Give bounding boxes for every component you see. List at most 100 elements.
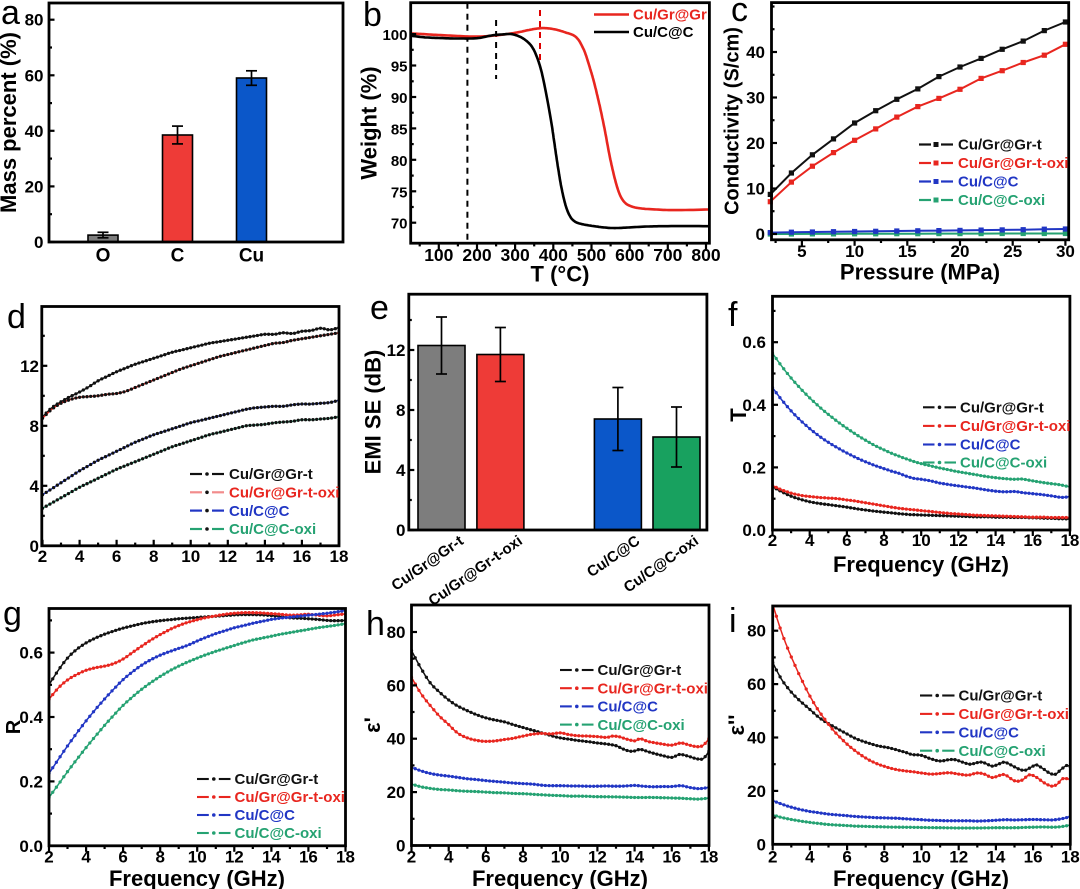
svg-text:Cu/Gr@Gr-t: Cu/Gr@Gr-t (959, 688, 1043, 705)
svg-text:ε'': ε'' (724, 715, 749, 736)
svg-text:Conductivity (S/cm): Conductivity (S/cm) (722, 27, 744, 215)
svg-text:6: 6 (118, 848, 127, 867)
svg-text:12: 12 (588, 848, 607, 867)
svg-text:500: 500 (577, 245, 606, 265)
svg-text:6: 6 (842, 531, 851, 550)
svg-text:0: 0 (396, 837, 405, 856)
svg-text:14: 14 (262, 848, 281, 867)
svg-text:10: 10 (912, 531, 931, 550)
svg-text:Cu/Gr@Gr-t-oxi: Cu/Gr@Gr-t-oxi (960, 418, 1070, 435)
svg-text:Cu/Gr@Gr-t: Cu/Gr@Gr-t (958, 137, 1042, 154)
svg-text:80: 80 (25, 11, 44, 30)
svg-text:Cu/C@C-oxi: Cu/C@C-oxi (960, 455, 1047, 472)
svg-text:Frequency (GHz): Frequency (GHz) (833, 866, 1009, 889)
svg-text:EMI SE (dB): EMI SE (dB) (361, 350, 386, 475)
svg-text:8: 8 (518, 848, 527, 867)
svg-text:40: 40 (747, 729, 766, 748)
svg-text:8: 8 (149, 547, 158, 566)
svg-text:40: 40 (25, 122, 44, 141)
svg-text:400: 400 (539, 245, 568, 265)
svg-text:Cu/C@C: Cu/C@C (598, 699, 659, 716)
svg-text:85: 85 (391, 121, 408, 138)
svg-text:75: 75 (391, 184, 408, 201)
svg-text:80: 80 (387, 623, 406, 642)
svg-text:14: 14 (625, 848, 644, 867)
svg-text:10: 10 (181, 547, 200, 566)
svg-text:Cu/C@C-oxi: Cu/C@C-oxi (229, 521, 316, 538)
svg-text:Cu/Gr@Gr-t: Cu/Gr@Gr-t (960, 400, 1044, 417)
svg-text:0: 0 (34, 233, 43, 252)
svg-text:8: 8 (879, 531, 888, 550)
svg-text:Cu/Gr@Gr-t-oxi: Cu/Gr@Gr-t-oxi (959, 706, 1069, 723)
svg-text:Cu: Cu (239, 246, 264, 267)
svg-text:Frequency (GHz): Frequency (GHz) (833, 552, 1009, 577)
svg-text:10: 10 (551, 848, 570, 867)
svg-text:16: 16 (662, 848, 681, 867)
svg-text:20: 20 (25, 177, 44, 196)
svg-text:Cu/C@C: Cu/C@C (959, 725, 1020, 742)
svg-text:Cu/C@C: Cu/C@C (235, 807, 296, 824)
svg-text:800: 800 (691, 245, 720, 265)
svg-text:Mass percent (%): Mass percent (%) (0, 32, 21, 213)
svg-text:2: 2 (768, 848, 777, 867)
svg-text:C: C (171, 246, 185, 267)
svg-text:18: 18 (330, 547, 349, 566)
svg-text:80: 80 (391, 153, 408, 170)
svg-text:4: 4 (81, 848, 91, 867)
svg-text:0: 0 (30, 537, 39, 556)
svg-text:14: 14 (986, 848, 1005, 867)
svg-text:T (°C): T (°C) (531, 262, 590, 287)
svg-text:70: 70 (391, 216, 408, 233)
svg-text:0: 0 (756, 225, 765, 244)
svg-text:4: 4 (444, 848, 454, 867)
svg-text:Cu/Gr@Gr-t: Cu/Gr@Gr-t (235, 771, 319, 788)
svg-text:2: 2 (768, 531, 777, 550)
svg-text:15: 15 (898, 242, 917, 261)
svg-text:8: 8 (396, 401, 405, 420)
svg-text:16: 16 (292, 547, 311, 566)
svg-text:12: 12 (949, 848, 968, 867)
svg-text:0.4: 0.4 (742, 396, 766, 415)
svg-text:6: 6 (112, 547, 121, 566)
svg-text:c: c (731, 0, 748, 29)
svg-text:Cu/Gr@Gr-t-oxi: Cu/Gr@Gr-t-oxi (235, 789, 345, 806)
svg-text:Cu/Gr@Gr-t-oxi: Cu/Gr@Gr-t-oxi (958, 155, 1068, 172)
svg-text:12: 12 (949, 531, 968, 550)
svg-text:O: O (96, 246, 111, 267)
svg-text:100: 100 (424, 245, 453, 265)
svg-text:4: 4 (30, 477, 40, 496)
svg-text:16: 16 (1023, 531, 1042, 550)
svg-text:20: 20 (951, 242, 970, 261)
svg-text:60: 60 (747, 675, 766, 694)
svg-text:12: 12 (225, 848, 244, 867)
svg-text:Cu/C@C-oxi: Cu/C@C-oxi (959, 743, 1046, 760)
svg-text:200: 200 (462, 245, 491, 265)
svg-text:Cu/Gr@Gr: Cu/Gr@Gr (633, 7, 707, 24)
svg-text:5: 5 (797, 242, 806, 261)
svg-text:0.2: 0.2 (19, 772, 43, 791)
svg-text:4: 4 (805, 531, 815, 550)
svg-text:0.4: 0.4 (19, 708, 43, 727)
svg-text:4: 4 (75, 547, 85, 566)
svg-text:Cu/Gr@Gr-t-oxi: Cu/Gr@Gr-t-oxi (598, 680, 708, 697)
svg-text:14: 14 (986, 531, 1005, 550)
svg-text:16: 16 (1024, 848, 1043, 867)
svg-text:Cu/C@C: Cu/C@C (633, 24, 694, 41)
svg-text:8: 8 (155, 848, 164, 867)
svg-text:a: a (1, 0, 20, 32)
svg-text:8: 8 (880, 848, 889, 867)
svg-text:30: 30 (1056, 242, 1075, 261)
svg-text:0.2: 0.2 (742, 458, 766, 477)
svg-text:0: 0 (757, 835, 766, 854)
svg-text:h: h (366, 605, 385, 643)
svg-text:12: 12 (20, 357, 39, 376)
svg-text:0.0: 0.0 (19, 837, 43, 856)
svg-text:10: 10 (188, 848, 207, 867)
svg-text:6: 6 (842, 848, 851, 867)
svg-text:16: 16 (299, 848, 318, 867)
svg-text:Pressure (MPa): Pressure (MPa) (840, 260, 1000, 285)
svg-text:10: 10 (746, 180, 765, 199)
svg-text:Weight (%): Weight (%) (357, 66, 382, 179)
svg-text:4: 4 (805, 848, 815, 867)
svg-text:0.6: 0.6 (742, 333, 766, 352)
